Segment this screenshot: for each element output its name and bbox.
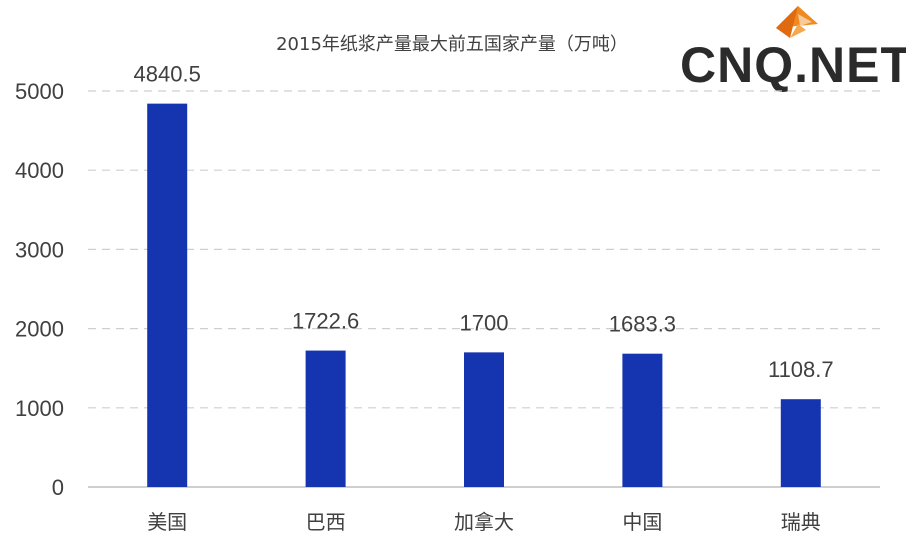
y-tick-label: 4000 bbox=[15, 158, 64, 183]
x-tick-label: 瑞典 bbox=[781, 510, 821, 534]
x-tick-label: 美国 bbox=[147, 510, 187, 534]
bar bbox=[464, 352, 504, 487]
data-label: 4840.5 bbox=[134, 62, 201, 87]
paper-plane-icon bbox=[776, 6, 818, 38]
cnq-logo: CNQ.NET bbox=[680, 6, 906, 93]
bar bbox=[147, 103, 188, 488]
data-label: 1722.6 bbox=[292, 309, 359, 334]
logo-text: CNQ.NET bbox=[680, 37, 906, 93]
data-label: 1700 bbox=[460, 310, 509, 335]
y-tick-label: 0 bbox=[52, 475, 64, 500]
x-tick-label: 中国 bbox=[622, 510, 662, 534]
bar bbox=[780, 399, 821, 487]
y-tick-label: 3000 bbox=[15, 237, 64, 262]
x-tick-label: 巴西 bbox=[306, 510, 346, 534]
y-tick-label: 5000 bbox=[15, 79, 64, 104]
y-tick-label: 2000 bbox=[15, 317, 64, 342]
y-tick-label: 1000 bbox=[15, 396, 64, 421]
data-label: 1108.7 bbox=[768, 357, 834, 382]
bar bbox=[622, 353, 663, 487]
chart-title: 2015年纸浆产量最大前五国家产量（万吨） bbox=[276, 34, 628, 55]
x-tick-label: 加拿大 bbox=[454, 510, 514, 534]
bar bbox=[305, 350, 346, 487]
data-label: 1683.3 bbox=[609, 312, 676, 337]
